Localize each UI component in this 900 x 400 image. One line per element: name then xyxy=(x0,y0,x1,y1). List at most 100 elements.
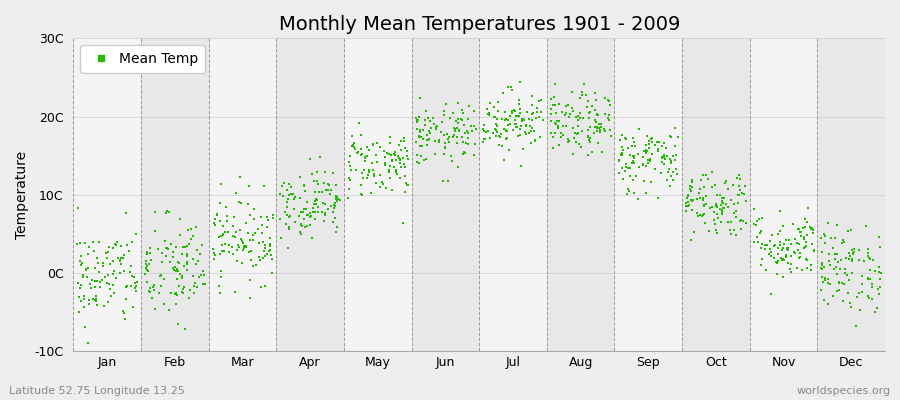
Point xyxy=(321,182,336,188)
Point xyxy=(668,125,682,132)
Point xyxy=(214,233,229,239)
Point xyxy=(580,134,595,141)
Point xyxy=(86,248,101,254)
Point xyxy=(261,217,275,224)
Point xyxy=(443,114,457,121)
Point xyxy=(206,246,220,253)
Point xyxy=(615,165,629,172)
Point xyxy=(709,201,724,208)
Point xyxy=(303,155,318,162)
Point xyxy=(226,251,240,258)
Point xyxy=(662,182,677,189)
Point xyxy=(615,144,629,150)
Point xyxy=(552,142,566,148)
Point xyxy=(500,128,514,135)
Point xyxy=(826,244,841,251)
Point xyxy=(221,249,236,255)
Point xyxy=(590,125,604,132)
Point xyxy=(220,212,234,219)
Point xyxy=(733,175,747,182)
Point xyxy=(691,213,706,220)
Point xyxy=(767,242,781,249)
Point xyxy=(227,214,241,220)
Point xyxy=(639,190,653,196)
Point xyxy=(88,284,103,290)
Point xyxy=(346,144,361,150)
Point xyxy=(478,136,492,142)
Point xyxy=(710,203,724,209)
Point xyxy=(795,267,809,274)
Point xyxy=(706,204,720,210)
Point xyxy=(138,270,152,277)
Point xyxy=(499,126,513,133)
Point xyxy=(747,206,761,212)
Point xyxy=(591,125,606,131)
Point xyxy=(213,273,228,280)
Point xyxy=(685,184,699,190)
Point xyxy=(797,224,812,230)
Point xyxy=(614,150,628,157)
Point xyxy=(715,202,729,208)
Point xyxy=(442,134,456,140)
Point xyxy=(632,164,646,170)
Point xyxy=(422,136,436,142)
Point xyxy=(89,278,104,284)
Point xyxy=(436,119,450,126)
Point xyxy=(319,187,333,193)
Point xyxy=(714,219,728,226)
Point xyxy=(286,190,301,197)
Point xyxy=(780,245,795,251)
Point xyxy=(172,283,186,290)
Point xyxy=(640,133,654,139)
Point xyxy=(626,160,641,166)
Point xyxy=(293,221,308,228)
Point xyxy=(130,279,144,285)
Point xyxy=(821,220,835,226)
Point xyxy=(670,134,685,140)
Point xyxy=(526,128,541,134)
Point xyxy=(387,164,401,170)
Point xyxy=(635,161,650,167)
Point xyxy=(140,278,154,285)
Point xyxy=(171,268,185,274)
Point xyxy=(129,283,143,289)
Point xyxy=(359,144,374,151)
Point xyxy=(772,208,787,215)
Point xyxy=(513,79,527,85)
Point xyxy=(416,136,430,142)
Point xyxy=(369,140,383,146)
Point xyxy=(74,282,88,288)
Point xyxy=(552,101,566,107)
Point xyxy=(604,132,618,139)
Point xyxy=(670,171,684,177)
Point xyxy=(583,109,598,115)
Point xyxy=(80,274,94,280)
Point xyxy=(726,210,741,216)
Point xyxy=(570,131,584,137)
Point xyxy=(89,298,104,304)
Point xyxy=(229,228,243,235)
Point xyxy=(449,118,464,124)
Point xyxy=(410,118,424,125)
Point xyxy=(189,261,203,268)
Point xyxy=(507,106,521,113)
Point xyxy=(428,123,443,130)
Point xyxy=(467,152,482,158)
Point xyxy=(274,183,289,190)
Point xyxy=(288,218,302,225)
Point xyxy=(620,145,634,152)
Point xyxy=(282,226,296,232)
Point xyxy=(429,126,444,132)
Point xyxy=(486,130,500,136)
Point xyxy=(437,111,452,118)
Point xyxy=(505,108,519,114)
Point xyxy=(619,164,634,170)
Point xyxy=(310,178,325,184)
Point xyxy=(110,239,124,245)
Point xyxy=(626,176,640,183)
Point xyxy=(802,224,816,230)
Point xyxy=(651,195,665,201)
Point xyxy=(594,121,608,127)
Point xyxy=(845,256,859,262)
Point xyxy=(307,178,321,184)
